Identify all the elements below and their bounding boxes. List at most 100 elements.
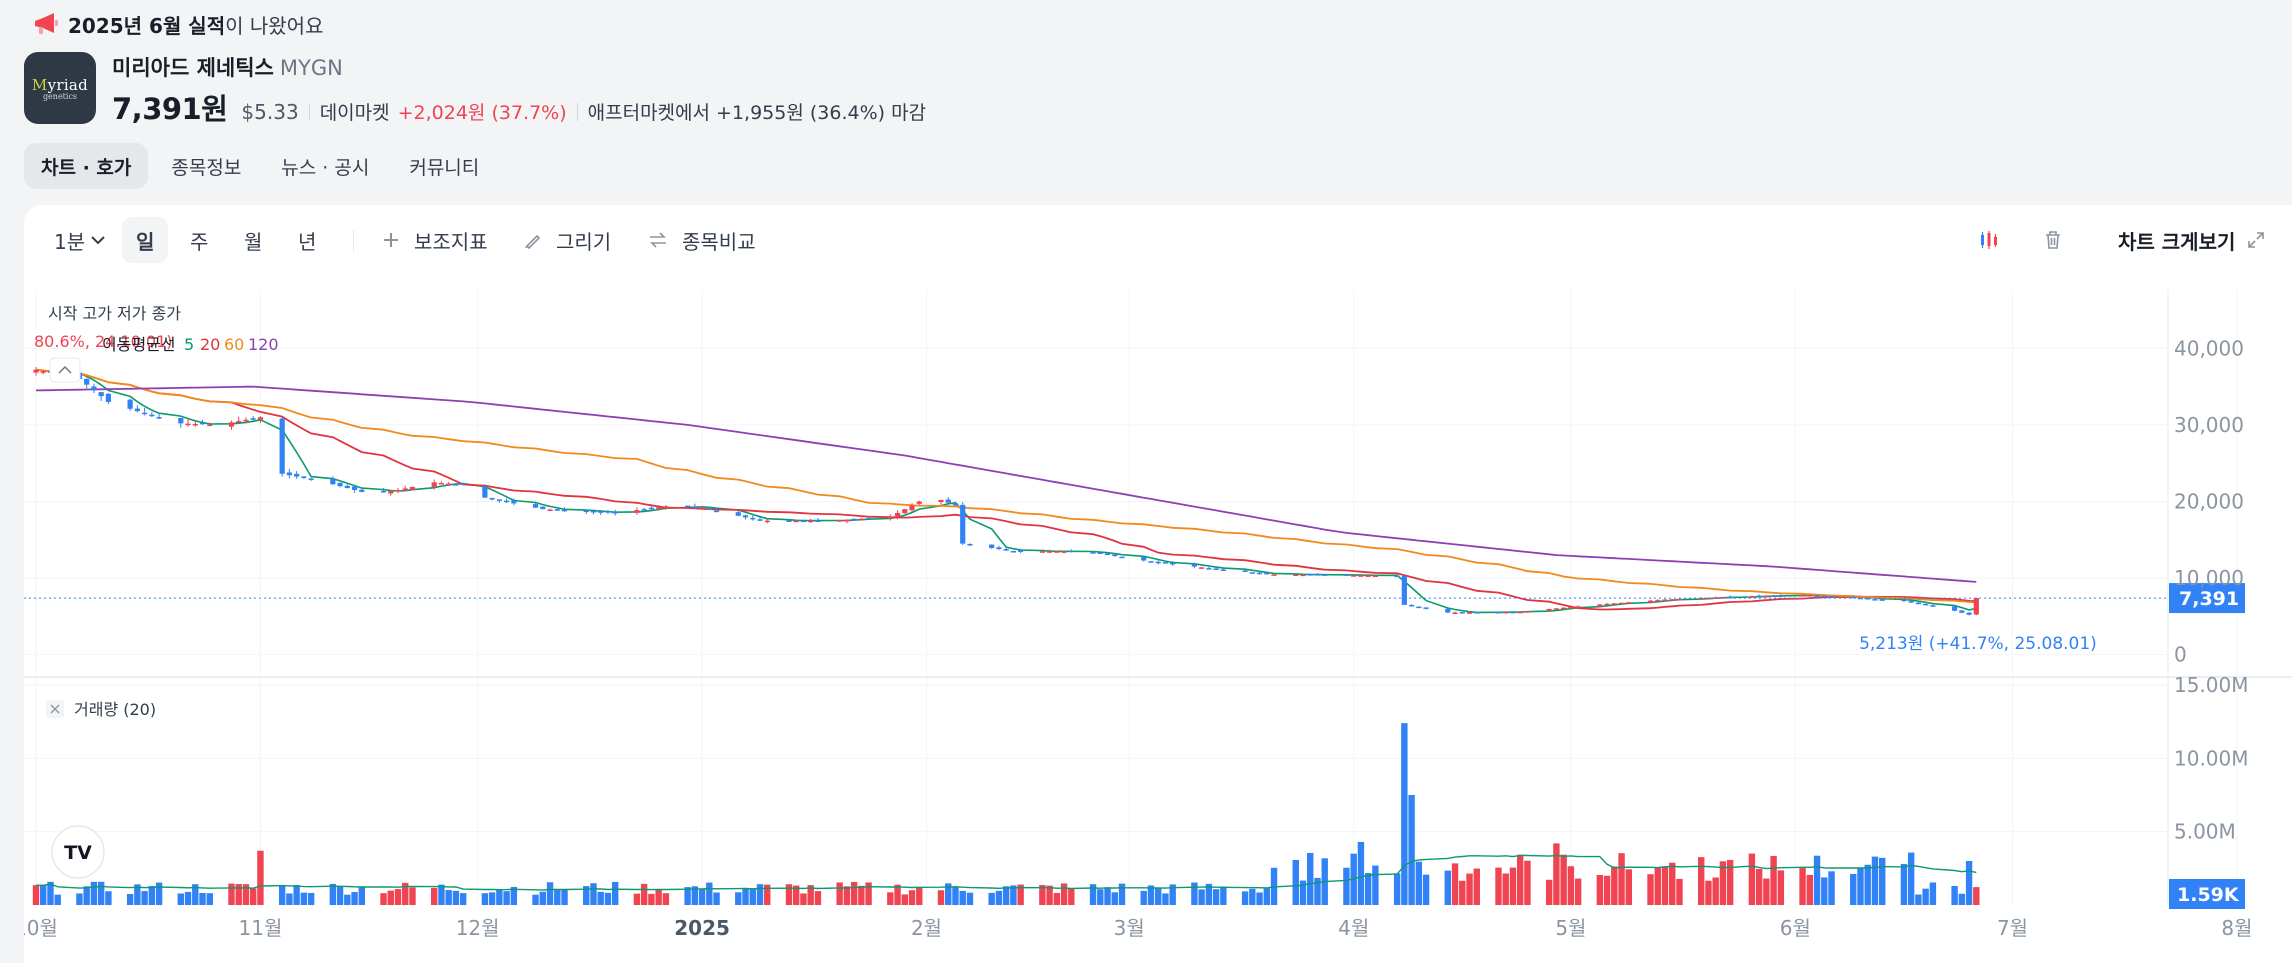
volume-bar-down: [105, 891, 112, 905]
enlarge-chart-button[interactable]: 차트 크게보기: [2118, 217, 2265, 263]
logo-subtext: genetics: [42, 91, 78, 101]
volume-bar-down: [988, 892, 995, 905]
pencil-icon: [525, 234, 541, 249]
candle-up: [793, 520, 799, 523]
volume-bar-down: [286, 893, 293, 905]
volume-bar-down: [336, 885, 344, 905]
draw-button[interactable]: 그리기: [524, 217, 611, 263]
volume-bar-down: [945, 883, 952, 905]
volume-bar-up: [1495, 867, 1502, 905]
price-tick-label: 0: [2174, 643, 2187, 667]
candle-down: [1901, 599, 1907, 602]
candle-up: [409, 486, 416, 491]
volume-bar-down: [278, 885, 286, 905]
candle-down: [1112, 554, 1118, 557]
candle-up: [431, 482, 437, 487]
volume-bar-up: [807, 885, 814, 905]
time-tick-label: 3월: [1114, 916, 1145, 940]
moving-average-lines: [35, 368, 1977, 614]
volume-bar-up: [916, 887, 923, 905]
swap-arrows-icon: [650, 232, 666, 248]
volume-bar-down: [1111, 892, 1118, 905]
volume-bar-up: [1502, 873, 1509, 905]
volume-bar-down: [1828, 871, 1835, 905]
candle-up: [1604, 603, 1610, 606]
tab-community[interactable]: 커뮤니티: [409, 156, 480, 179]
candle-down: [1959, 610, 1965, 613]
volume-bar-down: [54, 894, 61, 905]
period-year-button[interactable]: 년: [298, 229, 317, 254]
volume-bar-up: [1973, 887, 1980, 905]
candle-up: [1561, 607, 1567, 610]
delete-drawings-button[interactable]: [2042, 217, 2064, 263]
candle-down: [84, 378, 90, 385]
candle-up: [1568, 606, 1574, 609]
ma-legend-label: 이동평균선: [102, 335, 176, 354]
candlestick-chart[interactable]: 시작 고가 저가 종가 80.6%, 24.10.01) 이동평균선 5 20 …: [24, 290, 2292, 950]
candle-down: [1865, 598, 1871, 600]
volume-bar-up: [1705, 880, 1712, 905]
candle-down: [1778, 595, 1784, 597]
divider: [308, 103, 310, 121]
volume-bar-down: [756, 884, 764, 905]
volume-bar-up: [32, 885, 40, 905]
interval-select[interactable]: 1분: [40, 217, 121, 263]
candle-up: [1799, 595, 1806, 597]
volume-bar-down: [1155, 887, 1162, 905]
collapse-legend-button[interactable]: [49, 357, 81, 383]
candle-chart-icon: [1981, 231, 1997, 249]
candle-down: [612, 512, 618, 514]
volume-bar-down: [141, 891, 148, 905]
candle-up: [1452, 612, 1458, 614]
candle-down: [1018, 550, 1024, 552]
candle-up: [1365, 575, 1371, 577]
indicator-button[interactable]: 보조지표: [382, 217, 488, 263]
candle-down: [1119, 556, 1125, 559]
tab-stock-info[interactable]: 종목정보: [171, 156, 242, 179]
candle-down: [330, 478, 336, 485]
ma20-line: [35, 368, 1977, 611]
candle-down: [1394, 575, 1400, 578]
volume-bar-down: [148, 885, 156, 905]
volume-bar-up: [633, 893, 641, 905]
candle-down: [134, 408, 140, 412]
candle-down: [1872, 599, 1878, 601]
tab-chart[interactable]: 차트 · 호가: [24, 143, 149, 189]
candle-up: [663, 506, 669, 508]
ma120-line: [35, 385, 1977, 583]
candle-down: [532, 504, 539, 508]
candle-up: [1807, 594, 1813, 597]
volume-bar-up: [235, 884, 242, 905]
volume-bar-down: [97, 881, 105, 905]
volume-bar-up: [1553, 843, 1560, 905]
volume-bar-up: [1451, 863, 1459, 905]
candle-up: [1655, 600, 1661, 602]
period-month-button[interactable]: 월: [244, 229, 263, 254]
volume-bar-up: [1509, 867, 1517, 905]
candle-down: [1068, 550, 1074, 553]
volume-bar-up: [1777, 870, 1785, 905]
trash-icon: [2046, 231, 2060, 249]
volume-bar-up: [250, 888, 257, 905]
candle-down: [540, 506, 546, 510]
period-week-button[interactable]: 주: [190, 229, 209, 254]
candle-type-button[interactable]: [1978, 217, 2000, 263]
day-market-label: 데이마켓: [319, 102, 390, 124]
volume-tick-label: 10.00M: [2174, 746, 2249, 770]
candle-up: [33, 369, 39, 373]
candle-up: [634, 510, 640, 513]
volume-bar-down: [1343, 867, 1350, 905]
period-day-button[interactable]: 일: [122, 217, 169, 263]
candle-up: [1626, 602, 1632, 604]
volume-bar-up: [1039, 885, 1046, 905]
compare-label: 종목비교: [682, 229, 756, 254]
earnings-notice[interactable]: 2025년 6월 실적 이 나왔어요: [32, 8, 323, 40]
volume-bar-down: [1162, 893, 1169, 905]
candle-down: [308, 478, 314, 481]
candle-up: [1300, 574, 1306, 577]
volume-bar-down: [1850, 873, 1857, 905]
compare-button[interactable]: 종목비교: [648, 217, 756, 263]
candle-down: [1170, 562, 1176, 565]
tradingview-logo[interactable]: TV: [51, 825, 105, 879]
tab-news[interactable]: 뉴스 · 공시: [281, 156, 370, 179]
